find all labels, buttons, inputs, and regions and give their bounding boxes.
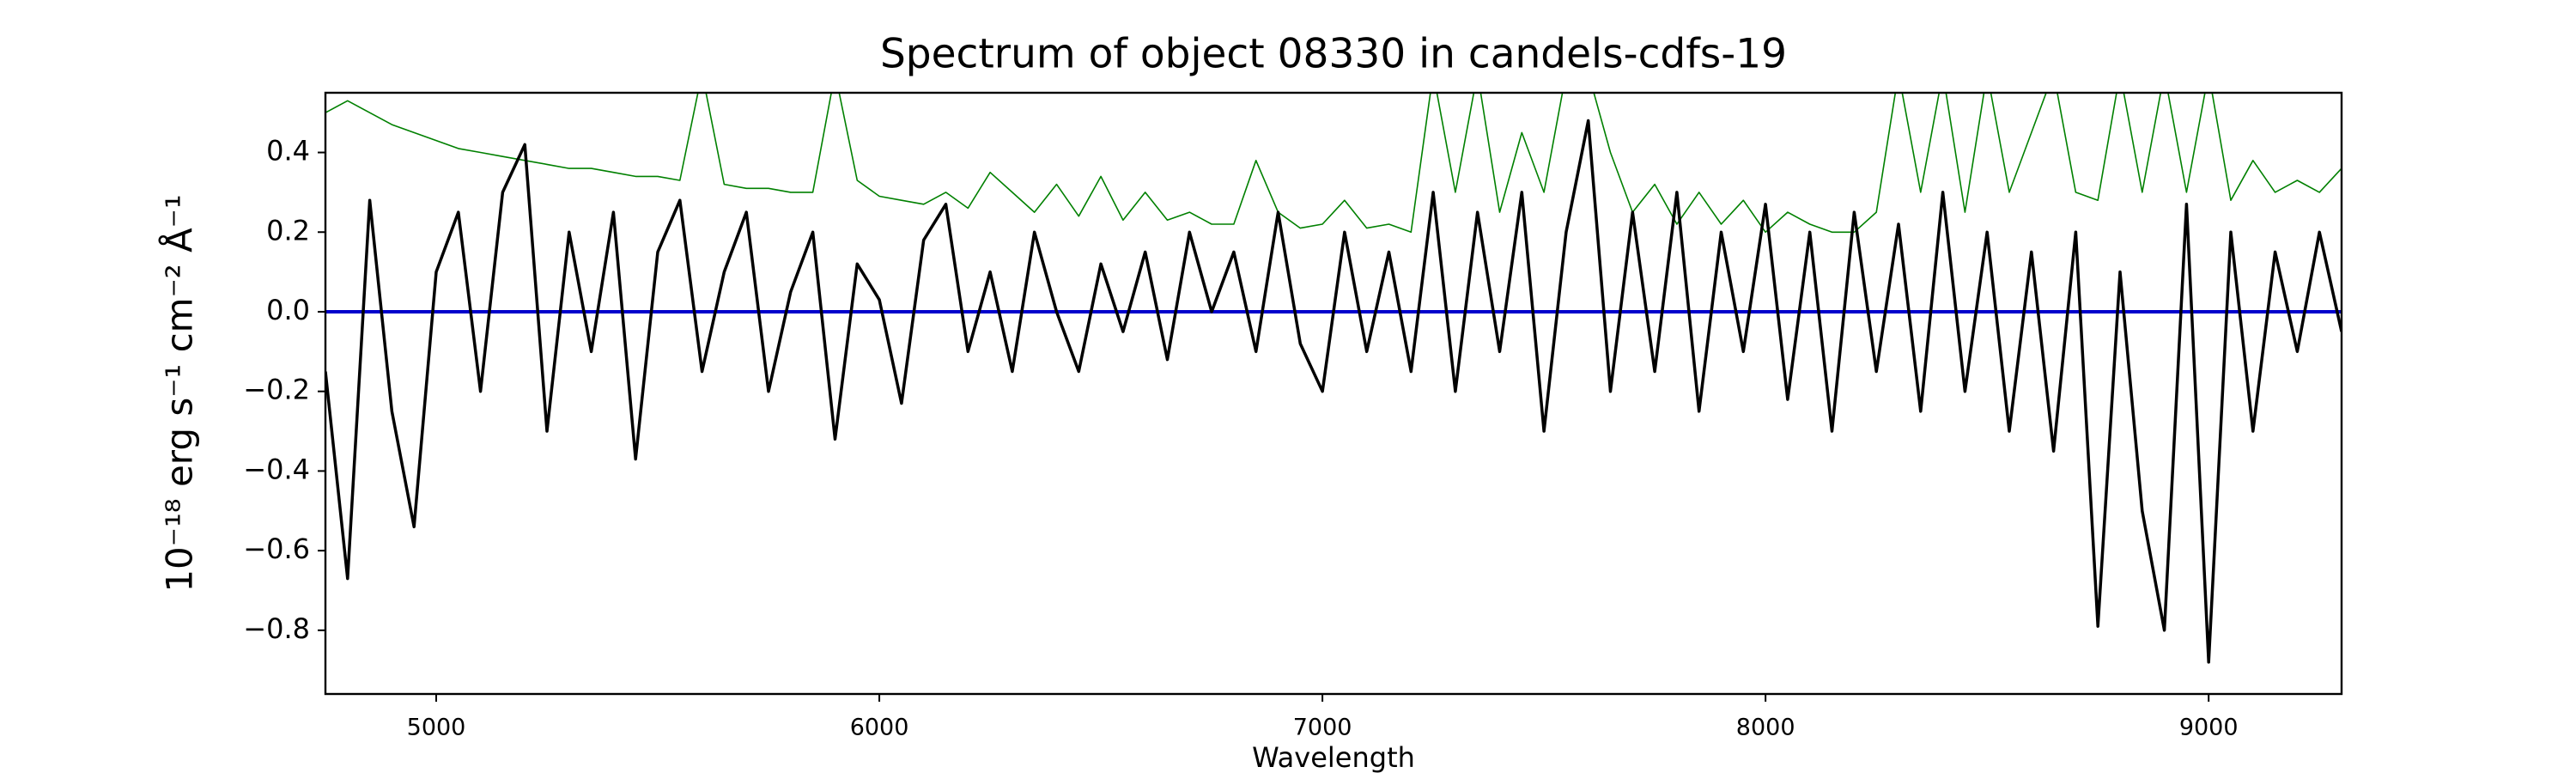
y-tick-label: −0.4 (243, 453, 310, 485)
y-tick-label: 0.0 (266, 294, 310, 326)
y-tick-label: −0.2 (243, 374, 310, 406)
x-axis-label: Wavelength (1252, 741, 1415, 773)
plot-area (325, 93, 2342, 664)
y-axis-label: 10⁻¹⁸ erg s⁻¹ cm⁻² Å⁻¹ (158, 194, 201, 592)
y-tick-label: 0.2 (266, 214, 310, 247)
spectrum-line (325, 93, 2342, 234)
x-tick-label: 8000 (1736, 715, 1795, 741)
y-tick-label: −0.8 (243, 612, 310, 645)
x-tick-label: 6000 (850, 715, 909, 741)
plot-frame (324, 91, 2343, 696)
x-tick-label: 9000 (2179, 715, 2239, 741)
chart-title: Spectrum of object 08330 in candels-cdfs… (880, 31, 1787, 78)
y-tick-label: 0.4 (266, 135, 310, 167)
y-tick-label: −0.6 (243, 533, 310, 565)
x-tick-label: 7000 (1293, 715, 1352, 741)
x-tick-label: 5000 (407, 715, 466, 741)
spectrum-line (325, 119, 2342, 664)
